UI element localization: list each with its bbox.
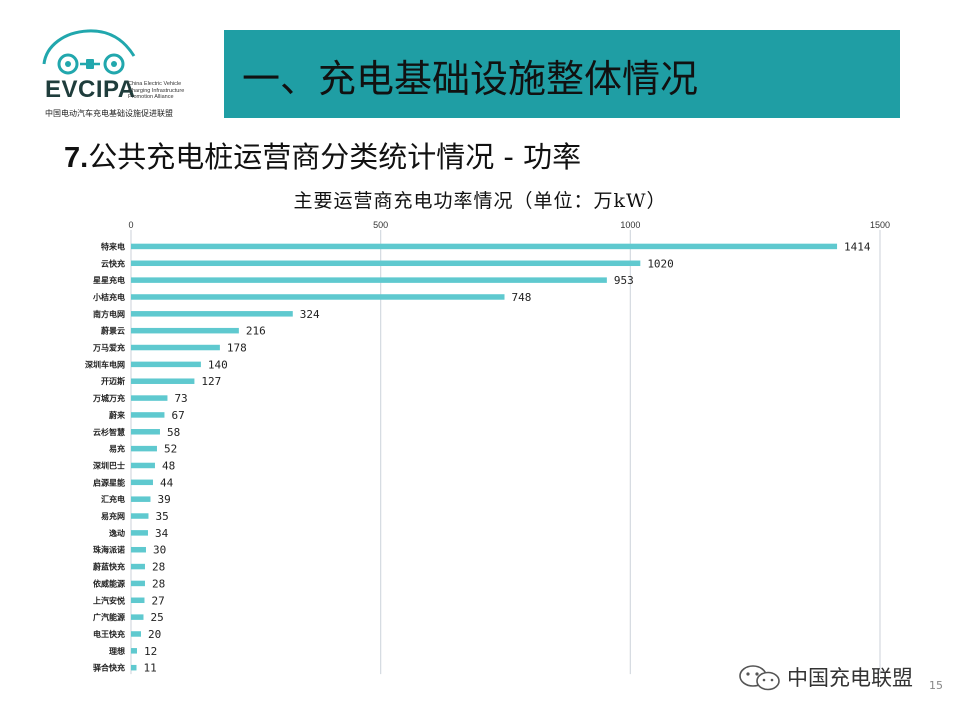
- data-label: 58: [167, 426, 180, 439]
- logo-subtitle: China Electric Vehicle Charging Infrastr…: [128, 81, 185, 100]
- bar: [131, 277, 607, 283]
- bar: [131, 311, 293, 317]
- data-label: 44: [160, 476, 174, 489]
- category-label: 易充网: [101, 511, 125, 521]
- category-label: 蔚来: [109, 410, 126, 420]
- bar: [131, 327, 239, 334]
- bar: [131, 361, 201, 368]
- data-label: 30: [153, 544, 166, 557]
- category-label: 驿合快充: [93, 663, 125, 673]
- data-label: 73: [174, 392, 187, 405]
- x-tick-label: 1000: [620, 220, 640, 230]
- data-label: 324: [300, 308, 320, 321]
- data-label: 28: [152, 561, 165, 574]
- bar-chart: 0 500 1000 1500 特来电 1414 云快充 1020 星星充电 953 小桔充电 748…: [85, 220, 890, 675]
- section-number: 7.: [64, 142, 89, 174]
- bar: [131, 243, 838, 250]
- category-label: 南方电网: [93, 309, 125, 319]
- bar: [131, 260, 641, 267]
- title-banner: 一、充电基础设施整体情况: [224, 30, 900, 118]
- category-label: 汇充电: [101, 494, 125, 504]
- bar: [131, 496, 151, 502]
- bar: [131, 648, 137, 654]
- data-label: 178: [227, 342, 247, 355]
- chart-title: 主要运营商充电功率情况（单位：万kW）: [293, 190, 667, 212]
- logo-chinese-name: 中国电动汽车充电基础设施促进联盟: [45, 109, 173, 118]
- data-label: 48: [162, 459, 175, 472]
- data-label: 25: [150, 611, 163, 624]
- category-label: 万城万充: [92, 393, 125, 403]
- category-label: 特来电: [101, 241, 125, 251]
- category-label: 电王快充: [93, 629, 125, 639]
- data-label: 67: [171, 409, 184, 422]
- category-label: 依威能源: [93, 578, 125, 588]
- x-tick-label: 1500: [870, 220, 890, 230]
- category-label: 深圳车电网: [85, 359, 125, 369]
- bar: [131, 614, 144, 620]
- data-label: 127: [201, 375, 221, 388]
- logo-text: EVCIPA: [45, 76, 136, 103]
- bar: [131, 344, 220, 351]
- category-label: 逸动: [109, 528, 125, 538]
- category-label: 深圳巴士: [93, 460, 125, 470]
- category-label: 易充: [109, 444, 125, 454]
- category-label: 广汽能源: [93, 612, 125, 622]
- data-label: 39: [157, 493, 170, 506]
- section-heading: 7.公共充电桩运营商分类统计情况 - 功率: [64, 134, 581, 176]
- x-tick-label: 500: [373, 220, 388, 230]
- category-label: 启源星能: [93, 477, 125, 487]
- wechat-icon: [739, 665, 780, 691]
- bar: [131, 462, 155, 469]
- data-label: 28: [152, 577, 165, 590]
- data-label: 34: [155, 527, 169, 540]
- data-label: 52: [164, 443, 177, 456]
- car-plug-icon: [42, 29, 136, 75]
- category-label: 万马爱充: [92, 343, 125, 353]
- data-label: 27: [151, 594, 164, 607]
- bar: [131, 664, 137, 671]
- section-title: 公共充电桩运营商分类统计情况 - 功率: [88, 140, 582, 174]
- bar: [131, 513, 149, 519]
- data-label: 11: [143, 662, 156, 675]
- bar: [131, 429, 160, 435]
- data-label: 20: [148, 628, 161, 641]
- bar: [131, 631, 141, 637]
- category-label: 理想: [109, 646, 125, 656]
- bar: [131, 546, 146, 553]
- bar: [131, 530, 148, 536]
- bar: [131, 412, 165, 418]
- category-label: 小桔充电: [92, 292, 125, 302]
- evcipa-logo: EVCIPA China Electric Vehicle Charging I…: [40, 26, 210, 121]
- data-label: 1020: [647, 257, 674, 270]
- category-label: 蔚景云: [101, 326, 125, 336]
- bar: [131, 580, 145, 587]
- category-label: 上汽安悦: [93, 595, 125, 605]
- watermark-text: 中国充电联盟: [787, 666, 913, 690]
- category-label: 云快充: [101, 258, 125, 268]
- bar: [131, 597, 145, 604]
- bar: [131, 378, 195, 384]
- bar: [131, 395, 168, 401]
- data-label: 1414: [844, 240, 871, 253]
- data-label: 140: [208, 358, 228, 371]
- bar: [131, 294, 505, 300]
- category-label: 云杉智慧: [93, 427, 125, 437]
- page-title: 一、充电基础设施整体情况: [242, 57, 699, 101]
- data-label: 748: [512, 291, 532, 304]
- bar: [131, 479, 153, 486]
- page-number: 15: [929, 679, 943, 692]
- bar: [131, 563, 145, 570]
- category-label: 蔚蓝快充: [93, 562, 125, 572]
- data-label: 35: [155, 510, 168, 523]
- data-label: 216: [246, 325, 266, 338]
- x-tick-label: 0: [128, 220, 133, 230]
- bar: [131, 445, 157, 452]
- data-label: 953: [614, 274, 634, 287]
- category-label: 星星充电: [93, 275, 125, 285]
- category-label: 开迈斯: [101, 376, 125, 386]
- category-label: 珠海派诺: [93, 545, 125, 555]
- data-label: 12: [144, 645, 157, 658]
